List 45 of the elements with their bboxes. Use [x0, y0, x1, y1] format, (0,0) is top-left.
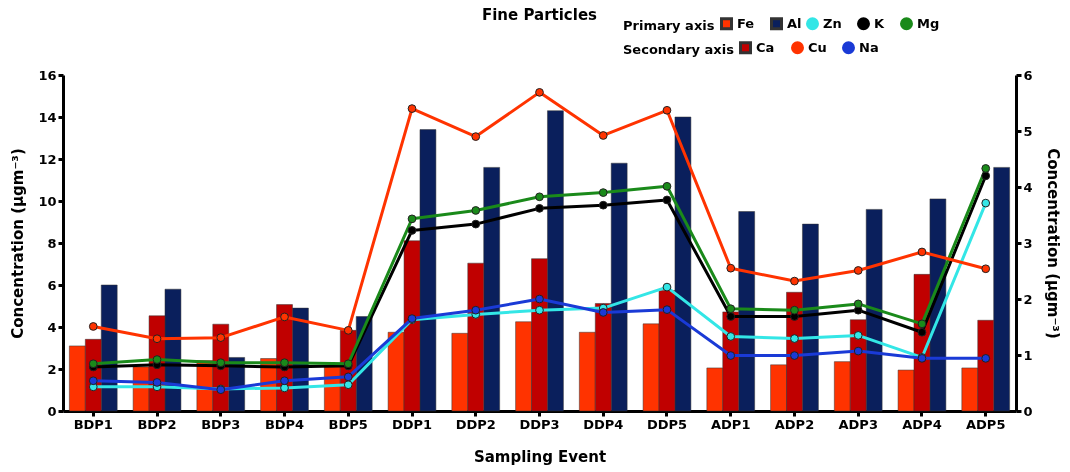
y-tick-label: 16 [38, 67, 57, 83]
y2-tick-label: 3 [1023, 235, 1033, 251]
legend-label: Cu [808, 39, 827, 55]
x-tick-label: BDP2 [137, 416, 177, 432]
legend-label: K [874, 15, 885, 31]
legend-label: Al [787, 15, 802, 31]
x-tick-label: ADP3 [838, 416, 878, 432]
x-tick-label: ADP2 [774, 416, 815, 432]
x-tick-label: DDP3 [519, 416, 560, 432]
x-axis-title: Sampling Event [473, 447, 607, 466]
x-tick-label: DDP4 [583, 416, 624, 432]
y2-axis-title: Concentration (μgm⁻³) [1043, 148, 1062, 339]
x-tick-label: DDP5 [646, 416, 688, 432]
x-tick-label: BDP3 [201, 416, 241, 432]
x-tick-label: ADP1 [711, 416, 751, 432]
y-tick-label: 2 [47, 361, 57, 377]
y2-tick-label: 6 [1023, 67, 1033, 83]
y-tick-label: 6 [47, 277, 57, 293]
x-tick-label: BDP4 [264, 416, 305, 432]
x-tick-label: DDP1 [391, 416, 433, 432]
y2-tick-label: 2 [1023, 291, 1033, 307]
text: Primary axis [623, 18, 715, 33]
legend-label: Na [859, 39, 879, 55]
y2-tick-label: 0 [1023, 403, 1033, 419]
legend-label: Ca [756, 39, 775, 55]
y-tick-label: 8 [47, 235, 57, 251]
x-tick-label: BDP1 [73, 416, 113, 432]
y2-tick-label: 1 [1023, 347, 1033, 363]
x-tick-label: ADP4 [902, 416, 942, 432]
legend-label: Zn [823, 15, 842, 31]
y-tick-label: 0 [47, 403, 57, 419]
y2-tick-label: 4 [1023, 179, 1033, 195]
chart-title: Fine Particles [481, 6, 598, 24]
legend-label: Fe [737, 15, 755, 31]
y-tick-label: 4 [47, 319, 57, 335]
x-tick-label: BDP5 [328, 416, 368, 432]
y2-tick-label: 5 [1023, 123, 1033, 139]
y-tick-label: 10 [38, 193, 57, 209]
x-tick-label: DDP2 [455, 416, 496, 432]
y-tick-label: 12 [38, 151, 57, 167]
x-tick-label: ADP5 [966, 416, 1006, 432]
y-axis-title: Concentration (μgm⁻³) [9, 148, 28, 339]
text: Secondary axis [623, 42, 735, 57]
y-tick-label: 14 [38, 109, 57, 125]
legend-label: Mg [917, 15, 940, 31]
